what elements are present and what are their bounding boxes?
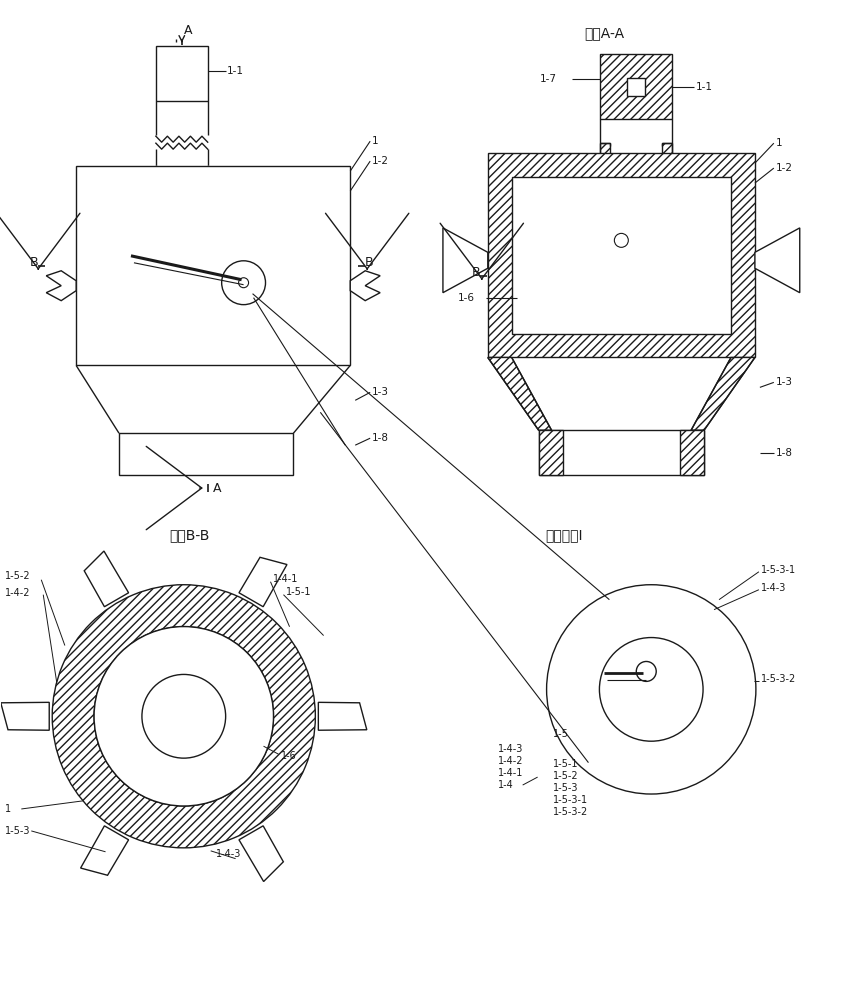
Circle shape [142, 674, 226, 758]
Text: 1: 1 [776, 138, 782, 148]
Text: 1-6: 1-6 [458, 293, 475, 303]
Polygon shape [84, 551, 129, 607]
Text: 1-4-3: 1-4-3 [761, 583, 787, 593]
Text: 1-4-1: 1-4-1 [497, 768, 524, 778]
Text: 1-5-3-2: 1-5-3-2 [761, 674, 796, 684]
Text: 1-5-3-1: 1-5-3-1 [761, 565, 796, 575]
Text: 1-3: 1-3 [776, 377, 792, 387]
Text: 剖面A-A: 剖面A-A [584, 27, 625, 41]
Bar [156, 46, 207, 101]
Polygon shape [488, 357, 551, 430]
Bar [76, 166, 350, 365]
Circle shape [222, 261, 266, 305]
Text: A: A [184, 24, 192, 37]
Text: 局部视图I: 局部视图I [545, 528, 583, 542]
Polygon shape [46, 271, 76, 301]
Text: 1-5-2: 1-5-2 [552, 771, 578, 781]
Circle shape [94, 627, 273, 806]
Text: 1-2: 1-2 [372, 156, 389, 166]
Bar [119, 433, 293, 475]
Polygon shape [443, 228, 488, 293]
Polygon shape [1, 702, 49, 730]
Text: 1-8: 1-8 [776, 448, 792, 458]
Text: A: A [212, 482, 221, 495]
Polygon shape [350, 271, 380, 301]
Polygon shape [754, 228, 800, 293]
Text: 1-4-2: 1-4-2 [497, 756, 524, 766]
Text: 1: 1 [372, 136, 379, 146]
Text: 1-7: 1-7 [540, 74, 556, 84]
Bar [488, 153, 754, 357]
Bar [539, 430, 704, 475]
Bar [539, 430, 562, 475]
Text: 1-1: 1-1 [696, 82, 713, 92]
Text: 1-5-2: 1-5-2 [5, 571, 31, 581]
Bar [680, 430, 704, 475]
Text: 1-5-1: 1-5-1 [552, 759, 578, 769]
Text: 1-4-1: 1-4-1 [272, 574, 298, 584]
Text: 1-1: 1-1 [227, 66, 244, 76]
Text: 1-5-3-2: 1-5-3-2 [552, 807, 588, 817]
Text: 1: 1 [5, 804, 12, 814]
Bar [600, 54, 672, 119]
Text: 1-4: 1-4 [497, 780, 513, 790]
Circle shape [636, 661, 656, 681]
Polygon shape [691, 357, 754, 430]
Circle shape [615, 233, 628, 247]
Bar [600, 143, 610, 155]
Polygon shape [81, 826, 129, 875]
Bar [512, 177, 731, 334]
Text: 1-4-3: 1-4-3 [216, 849, 241, 859]
Wedge shape [52, 585, 315, 848]
Circle shape [599, 638, 703, 741]
Text: 1-8: 1-8 [372, 433, 389, 443]
Text: 1-2: 1-2 [776, 163, 792, 173]
Text: 1-3: 1-3 [372, 387, 389, 397]
Bar [627, 78, 645, 96]
Polygon shape [239, 826, 283, 882]
Text: B: B [472, 266, 481, 279]
Text: 1-6: 1-6 [281, 751, 296, 761]
Polygon shape [319, 702, 367, 730]
Circle shape [239, 278, 249, 288]
Text: 剖面B-B: 剖面B-B [169, 528, 209, 542]
Text: 1-5: 1-5 [552, 729, 568, 739]
Text: 1-5-3: 1-5-3 [5, 826, 31, 836]
Text: B: B [365, 256, 373, 269]
Text: 1-5-3-1: 1-5-3-1 [552, 795, 588, 805]
Polygon shape [239, 557, 287, 607]
Text: B: B [30, 256, 38, 269]
Text: 1-4-2: 1-4-2 [5, 588, 31, 598]
Bar [663, 143, 672, 155]
Text: 1-5-3: 1-5-3 [552, 783, 578, 793]
Text: 1-4-3: 1-4-3 [497, 744, 524, 754]
Circle shape [546, 585, 756, 794]
Text: 1-5-1: 1-5-1 [287, 587, 312, 597]
